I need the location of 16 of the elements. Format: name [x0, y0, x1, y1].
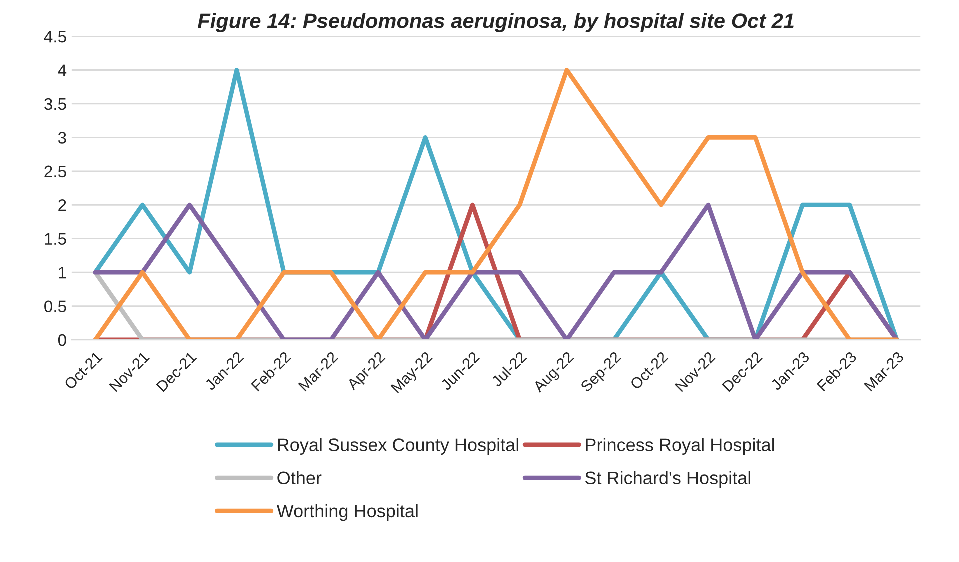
y-tick-label: 1.5 [45, 233, 66, 246]
y-tick-label: 1 [59, 267, 66, 279]
y-tick-label: 0 [58, 334, 66, 346]
y-tick-label: 3.5 [44, 98, 66, 110]
legend-label: Royal Sussex County Hospital [278, 438, 518, 456]
y-tick-label: 2.5 [44, 166, 66, 178]
y-tick-label: 2 [58, 200, 66, 212]
y-tick-label: 4.5 [44, 31, 66, 43]
legend-label: Worthing Hospital [276, 504, 418, 522]
legend-label: St Richard's Hospital [585, 471, 750, 488]
y-tick-label: 4 [58, 64, 67, 76]
chart-title: Figure 14: Pseudomonas aeruginosa, by hospital site Oct 21 [198, 13, 794, 33]
legend-label: Other [278, 471, 322, 485]
legend-label: Princess Royal Hospital [586, 438, 774, 456]
y-tick-label: 0.5 [44, 300, 66, 312]
y-tick-label: 3 [58, 132, 66, 144]
